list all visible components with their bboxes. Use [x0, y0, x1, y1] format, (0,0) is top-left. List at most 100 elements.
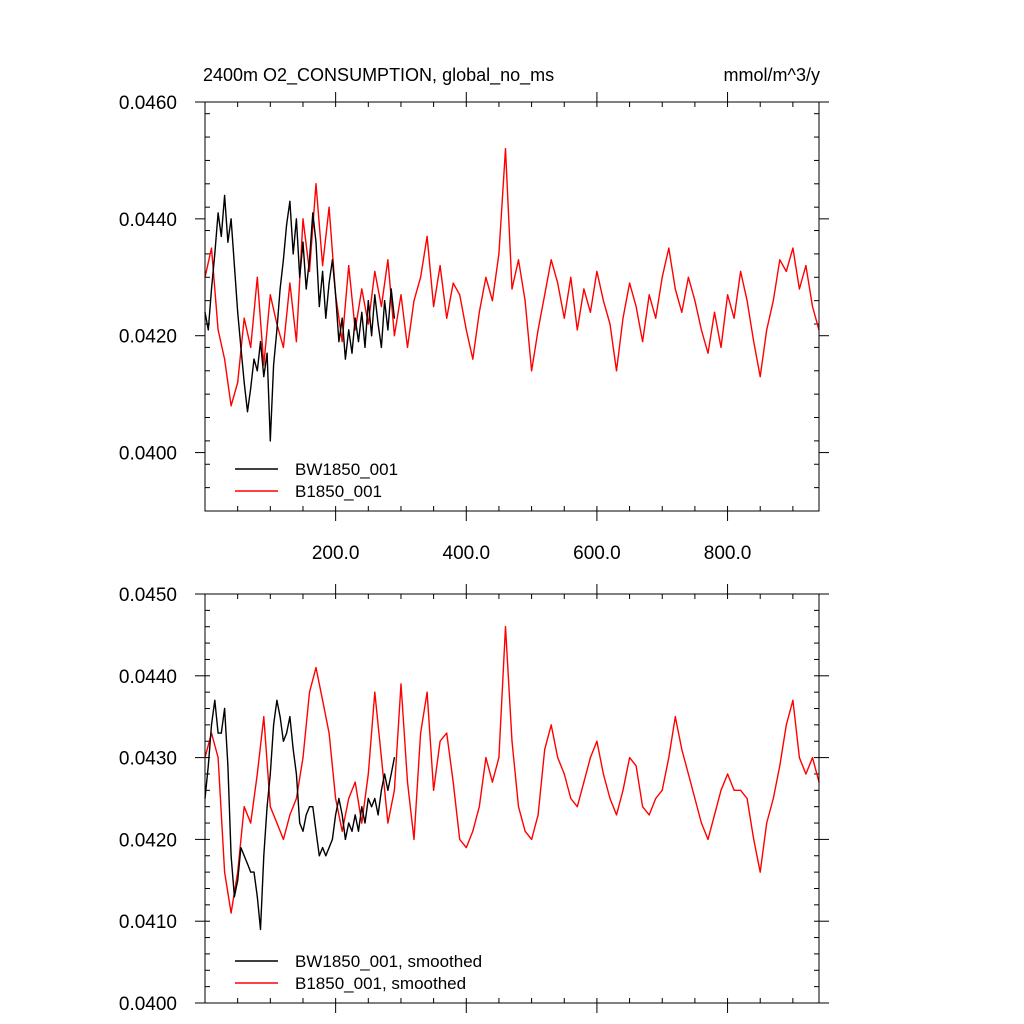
data-point [805, 773, 807, 775]
data-point [214, 253, 216, 255]
bottom-series-group [204, 626, 820, 931]
data-point [367, 323, 369, 325]
data-point [338, 341, 340, 343]
data-point [263, 376, 265, 378]
data-point [344, 838, 346, 841]
data-point [224, 194, 226, 197]
data-point [655, 797, 657, 800]
data-point [531, 838, 533, 841]
y-tick-label: 0.0410 [119, 912, 177, 933]
data-point [393, 335, 395, 337]
data-point [377, 814, 379, 816]
data-point [289, 814, 291, 816]
data-point [550, 724, 552, 726]
top-y-tick-labels: 0.0400 0.0420 0.0440 0.0460 [119, 93, 177, 465]
data-point [576, 806, 578, 808]
data-point [491, 781, 493, 783]
data-point [322, 847, 324, 849]
data-point [276, 699, 278, 701]
data-point [286, 732, 288, 734]
data-point [233, 265, 235, 267]
data-point [269, 294, 271, 296]
data-point [740, 270, 742, 272]
data-point [237, 879, 239, 881]
data-point [661, 276, 663, 278]
data-point [357, 341, 360, 343]
top-x-tick-labels: 200.0 400.0 600.0 800.0 [312, 543, 751, 564]
data-point [217, 732, 219, 734]
data-point [354, 317, 356, 319]
data-point [217, 329, 219, 331]
data-point [237, 381, 239, 384]
data-point [289, 282, 291, 284]
data-point [377, 323, 379, 325]
data-point [325, 317, 327, 319]
top-y-ticks [195, 101, 829, 512]
data-point [335, 294, 337, 296]
data-point [305, 814, 307, 816]
y-tick-label: 0.0400 [119, 994, 177, 1015]
data-point [387, 259, 389, 261]
data-point [240, 346, 242, 348]
data-point [322, 265, 324, 267]
data-point [269, 806, 271, 808]
top-legend-label-b1850: B1850_001 [295, 482, 382, 501]
data-point [256, 773, 258, 775]
data-point [286, 224, 288, 226]
data-point [344, 358, 346, 360]
data-point [792, 699, 794, 701]
data-point [798, 757, 801, 759]
data-point [374, 797, 376, 800]
data-point [367, 797, 369, 800]
bottom-plot-frame [204, 593, 820, 1004]
data-point [256, 370, 258, 372]
data-point [798, 288, 801, 290]
top-panel: 2400m O2_CONSUMPTION, global_no_ms mmol/… [119, 65, 829, 564]
x-tick-label: 400.0 [443, 543, 491, 564]
data-point [325, 855, 327, 857]
data-point [805, 265, 807, 267]
data-point [237, 311, 239, 313]
data-point [400, 294, 402, 296]
data-point [446, 732, 448, 734]
data-point [642, 341, 644, 343]
data-point [331, 838, 333, 841]
data-point [302, 241, 304, 243]
series-bw1850-001-smoothed [204, 699, 396, 931]
data-point [380, 789, 382, 791]
data-point [393, 757, 395, 759]
top-legend: BW1850_001 B1850_001 [235, 460, 398, 501]
data-point [563, 317, 565, 319]
data-point [361, 822, 363, 824]
data-point [210, 247, 213, 249]
data-point [544, 748, 546, 751]
data-point [609, 797, 611, 800]
data-point [452, 282, 454, 284]
series-line [204, 147, 820, 407]
data-point [446, 317, 448, 319]
data-point [459, 838, 461, 841]
data-point [524, 830, 526, 832]
data-point [459, 294, 461, 296]
data-point [259, 928, 262, 931]
data-point [707, 838, 709, 841]
data-point [583, 781, 585, 783]
data-point [374, 294, 376, 296]
data-point [299, 276, 301, 278]
data-point [302, 757, 304, 759]
data-point [485, 757, 487, 759]
data-point [426, 235, 428, 237]
data-point [315, 830, 317, 832]
data-point [557, 282, 559, 284]
bottom-legend-label-bw1850: BW1850_001, smoothed [295, 952, 482, 971]
data-point [622, 789, 624, 791]
data-point [687, 773, 690, 775]
data-point [250, 822, 252, 824]
top-series-group [204, 147, 820, 442]
data-point [387, 789, 389, 791]
data-point [792, 247, 794, 249]
data-point [273, 364, 275, 366]
data-point [531, 370, 533, 372]
data-point [380, 305, 382, 308]
